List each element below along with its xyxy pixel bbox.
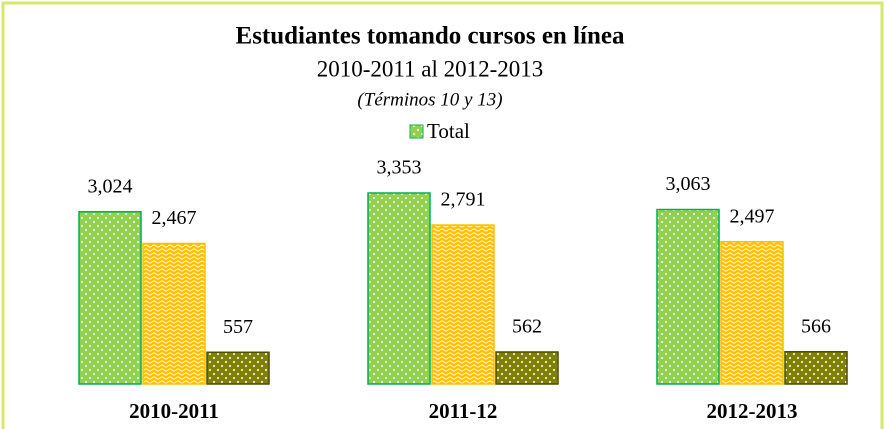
bar: [784, 351, 848, 385]
data-label: 2,791: [441, 189, 486, 211]
legend-swatch: [409, 124, 424, 139]
bar: [720, 241, 784, 385]
annotation: (Términos 10 y 13): [357, 89, 502, 110]
x-tick-label: 2012-2013: [707, 399, 798, 423]
bar: [142, 242, 206, 385]
data-label: 562: [512, 316, 542, 338]
data-label: 2,467: [152, 207, 197, 229]
bar: [431, 224, 495, 385]
legend-label: Total: [427, 119, 470, 143]
bar: [78, 210, 142, 385]
data-label: 557: [223, 316, 253, 338]
data-label: 3,024: [88, 175, 133, 197]
x-tick-label: 2011-12: [429, 399, 498, 423]
bar: [367, 192, 431, 385]
data-label: 566: [801, 315, 831, 337]
data-label: 3,353: [377, 157, 422, 179]
bar: [656, 208, 720, 385]
bar: [206, 351, 270, 385]
chart-subtitle: 2010-2011 al 2012-2013: [317, 56, 544, 81]
chart-title: Estudiantes tomando cursos en línea: [236, 23, 625, 50]
x-tick-label: 2010-2011: [129, 399, 219, 423]
data-label: 3,063: [666, 173, 711, 195]
bar: [495, 351, 559, 385]
data-label: 2,497: [730, 205, 775, 227]
